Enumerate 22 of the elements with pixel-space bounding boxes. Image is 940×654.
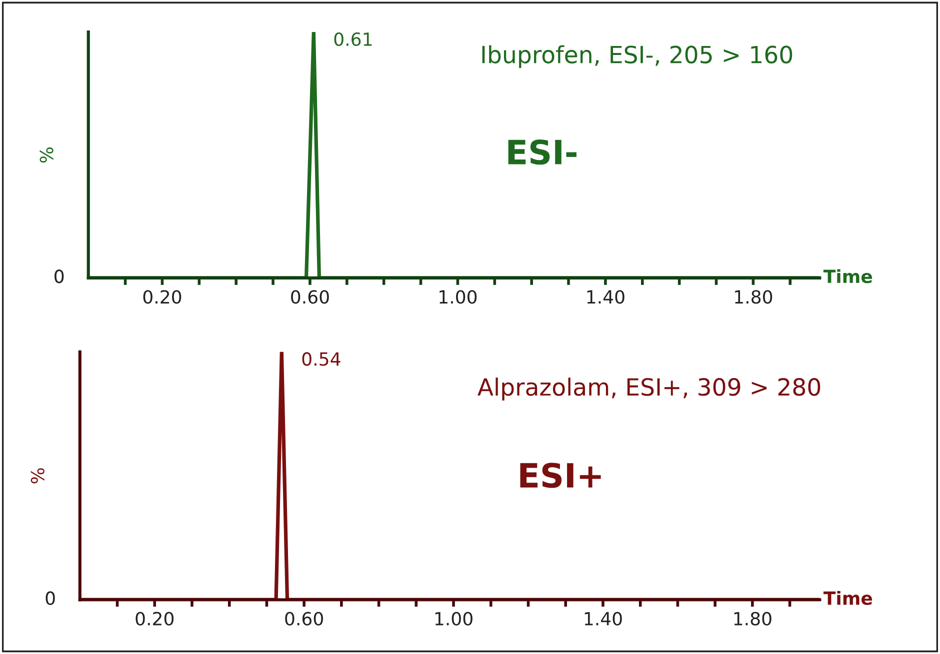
annotation: 0.54 bbox=[302, 352, 340, 366]
text: Ibuprofen, ESI-, 205 > 160 bbox=[482, 45, 792, 68]
annotation: ESI+ bbox=[520, 462, 601, 488]
x-tick-label: 1.80 bbox=[734, 612, 772, 626]
x-tick-label: 0.20 bbox=[136, 612, 174, 626]
text: Alprazolam, ESI+, 309 > 280 bbox=[478, 378, 820, 400]
y-axis-title: % bbox=[40, 147, 54, 163]
x-axis-title: Time bbox=[823, 269, 872, 284]
x-axis-title: Time bbox=[823, 590, 872, 605]
annotation: 0.61 bbox=[334, 32, 372, 46]
x-tick-label: 1.40 bbox=[584, 612, 622, 626]
x-tick-label: 0.60 bbox=[291, 290, 329, 304]
x-tick-label: 1.00 bbox=[440, 290, 477, 304]
x-tick-label: 1.40 bbox=[587, 290, 624, 304]
x-tick-label: 1.00 bbox=[435, 612, 472, 626]
x-tick-label: 0.60 bbox=[285, 612, 323, 626]
text: 0 bbox=[46, 591, 55, 605]
text: 0 bbox=[54, 270, 64, 284]
y-axis-title: % bbox=[30, 468, 44, 484]
annotation: ESI- bbox=[508, 139, 576, 165]
x-tick-label: 1.80 bbox=[735, 290, 772, 304]
x-tick-label: 0.20 bbox=[143, 290, 182, 304]
